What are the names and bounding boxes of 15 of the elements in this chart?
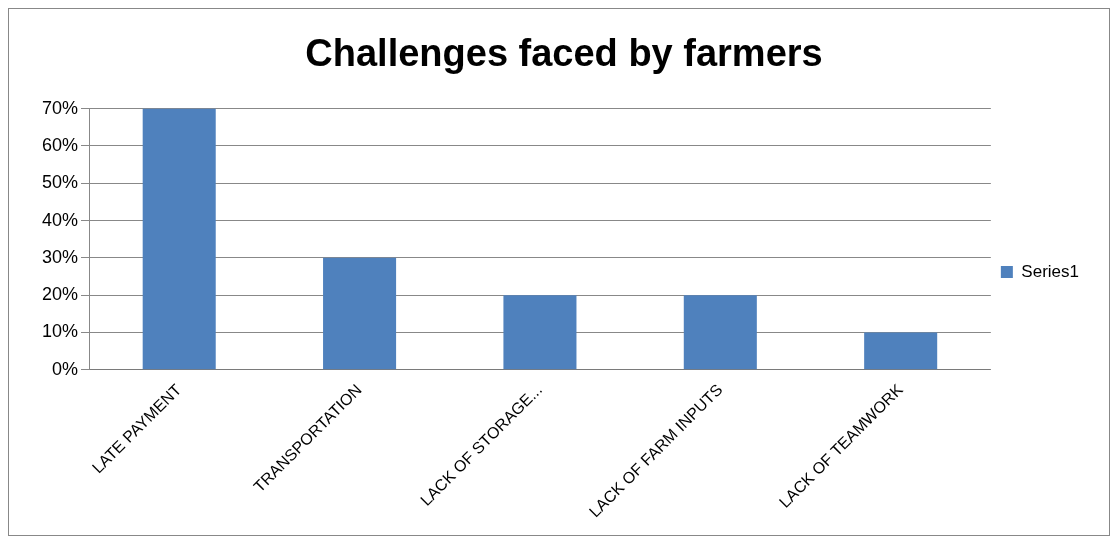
- y-tick-label: 30%: [42, 246, 79, 267]
- y-tick-label: 10%: [42, 321, 79, 342]
- chart-title: Challenges faced by farmers: [305, 32, 823, 75]
- bar: [683, 295, 757, 370]
- y-tick-label: 0%: [52, 358, 79, 379]
- legend-label: Series1: [1021, 261, 1079, 281]
- bar: [864, 332, 938, 370]
- y-tick-label: 50%: [42, 172, 79, 193]
- y-tick-label: 70%: [42, 97, 79, 118]
- bar: [323, 257, 397, 370]
- bar: [142, 108, 216, 370]
- y-tick-label: 60%: [42, 134, 79, 155]
- bar: [503, 295, 577, 370]
- y-tick-label: 40%: [42, 209, 79, 230]
- y-tick-label: 20%: [42, 284, 79, 305]
